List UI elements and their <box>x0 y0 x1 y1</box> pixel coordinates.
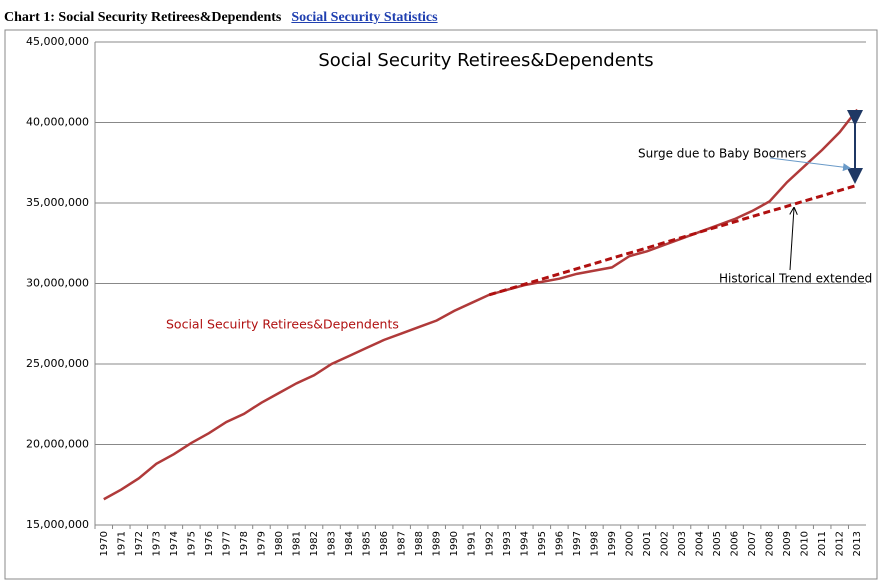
x-tick-label: 1998 <box>589 531 600 556</box>
x-tick-label: 2005 <box>712 531 723 556</box>
x-tick-label: 1982 <box>309 531 320 556</box>
x-tick-label: 1994 <box>519 531 530 556</box>
trend-pointer <box>789 208 794 271</box>
y-tick-label: 15,000,000 <box>26 518 89 531</box>
x-tick-label: 1970 <box>99 531 110 556</box>
x-tick-label: 1988 <box>414 531 425 556</box>
x-tick-label: 1991 <box>467 531 478 556</box>
header-title: Chart 1: Social Security Retirees&Depend… <box>4 10 282 25</box>
x-tick-label: 2010 <box>800 531 811 556</box>
chart-frame <box>4 29 878 580</box>
y-tick-label: 30,000,000 <box>26 277 89 290</box>
x-tick-label: 1989 <box>432 531 443 556</box>
series-label: Social Secuirty Retirees&Dependents <box>166 317 399 332</box>
x-tick-label: 2003 <box>677 531 688 556</box>
x-tick-label: 2011 <box>817 531 828 556</box>
x-tick-label: 1995 <box>537 531 548 556</box>
x-tick-label: 1999 <box>607 531 618 556</box>
x-tick-label: 1973 <box>151 531 162 556</box>
x-tick-label: 2004 <box>695 531 706 556</box>
stats-link[interactable]: Social Security Statistics <box>291 10 438 25</box>
x-tick-label: 1985 <box>362 531 373 556</box>
x-tick-label: 1992 <box>484 531 495 556</box>
x-tick-label: 1984 <box>344 531 355 556</box>
x-tick-label: 2013 <box>852 531 863 556</box>
x-tick-label: 1974 <box>169 531 180 556</box>
y-tick-label: 20,000,000 <box>26 438 89 451</box>
y-tick-label: 35,000,000 <box>26 196 89 209</box>
y-tick-label: 40,000,000 <box>26 116 89 129</box>
x-tick-label: 1978 <box>239 531 250 556</box>
series-line <box>103 108 859 501</box>
x-tick-label: 1990 <box>449 531 460 556</box>
x-tick-label: 2006 <box>730 531 741 556</box>
y-tick-label: 45,000,000 <box>26 35 89 48</box>
x-tick-label: 1987 <box>397 531 408 556</box>
x-tick-label: 1997 <box>572 531 583 556</box>
y-tick-label: 25,000,000 <box>26 357 89 370</box>
x-tick-label: 2007 <box>747 531 758 556</box>
x-tick-label: 1980 <box>274 531 285 556</box>
x-tick-label: 1979 <box>256 531 267 556</box>
x-tick-label: 2001 <box>642 531 653 556</box>
x-tick-label: 1972 <box>134 531 145 556</box>
x-tick-label: 1976 <box>204 531 215 556</box>
x-tick-label: 2012 <box>835 531 846 556</box>
series-line <box>488 183 858 297</box>
x-tick-label: 1971 <box>116 531 127 556</box>
x-tick-label: 1993 <box>502 531 513 556</box>
x-tick-label: 2000 <box>624 531 635 556</box>
x-tick-label: 1996 <box>554 531 565 556</box>
surge-pointer <box>769 157 851 172</box>
x-tick-label: 1986 <box>379 531 390 556</box>
trend-label: Historical Trend extended <box>719 272 872 286</box>
x-tick-label: 1977 <box>221 531 232 556</box>
header: Chart 1: Social Security Retirees&Depend… <box>4 10 438 26</box>
chart-title: Social Security Retirees&Dependents <box>318 50 653 71</box>
x-tick-label: 2002 <box>659 531 670 556</box>
x-tick-label: 2009 <box>782 531 793 556</box>
annotation: Surge due to Baby Boomers <box>638 147 806 161</box>
x-tick-label: 1975 <box>186 531 197 556</box>
x-tick-label: 1981 <box>292 531 303 556</box>
x-tick-label: 1983 <box>327 531 338 556</box>
x-tick-label: 2008 <box>765 531 776 556</box>
